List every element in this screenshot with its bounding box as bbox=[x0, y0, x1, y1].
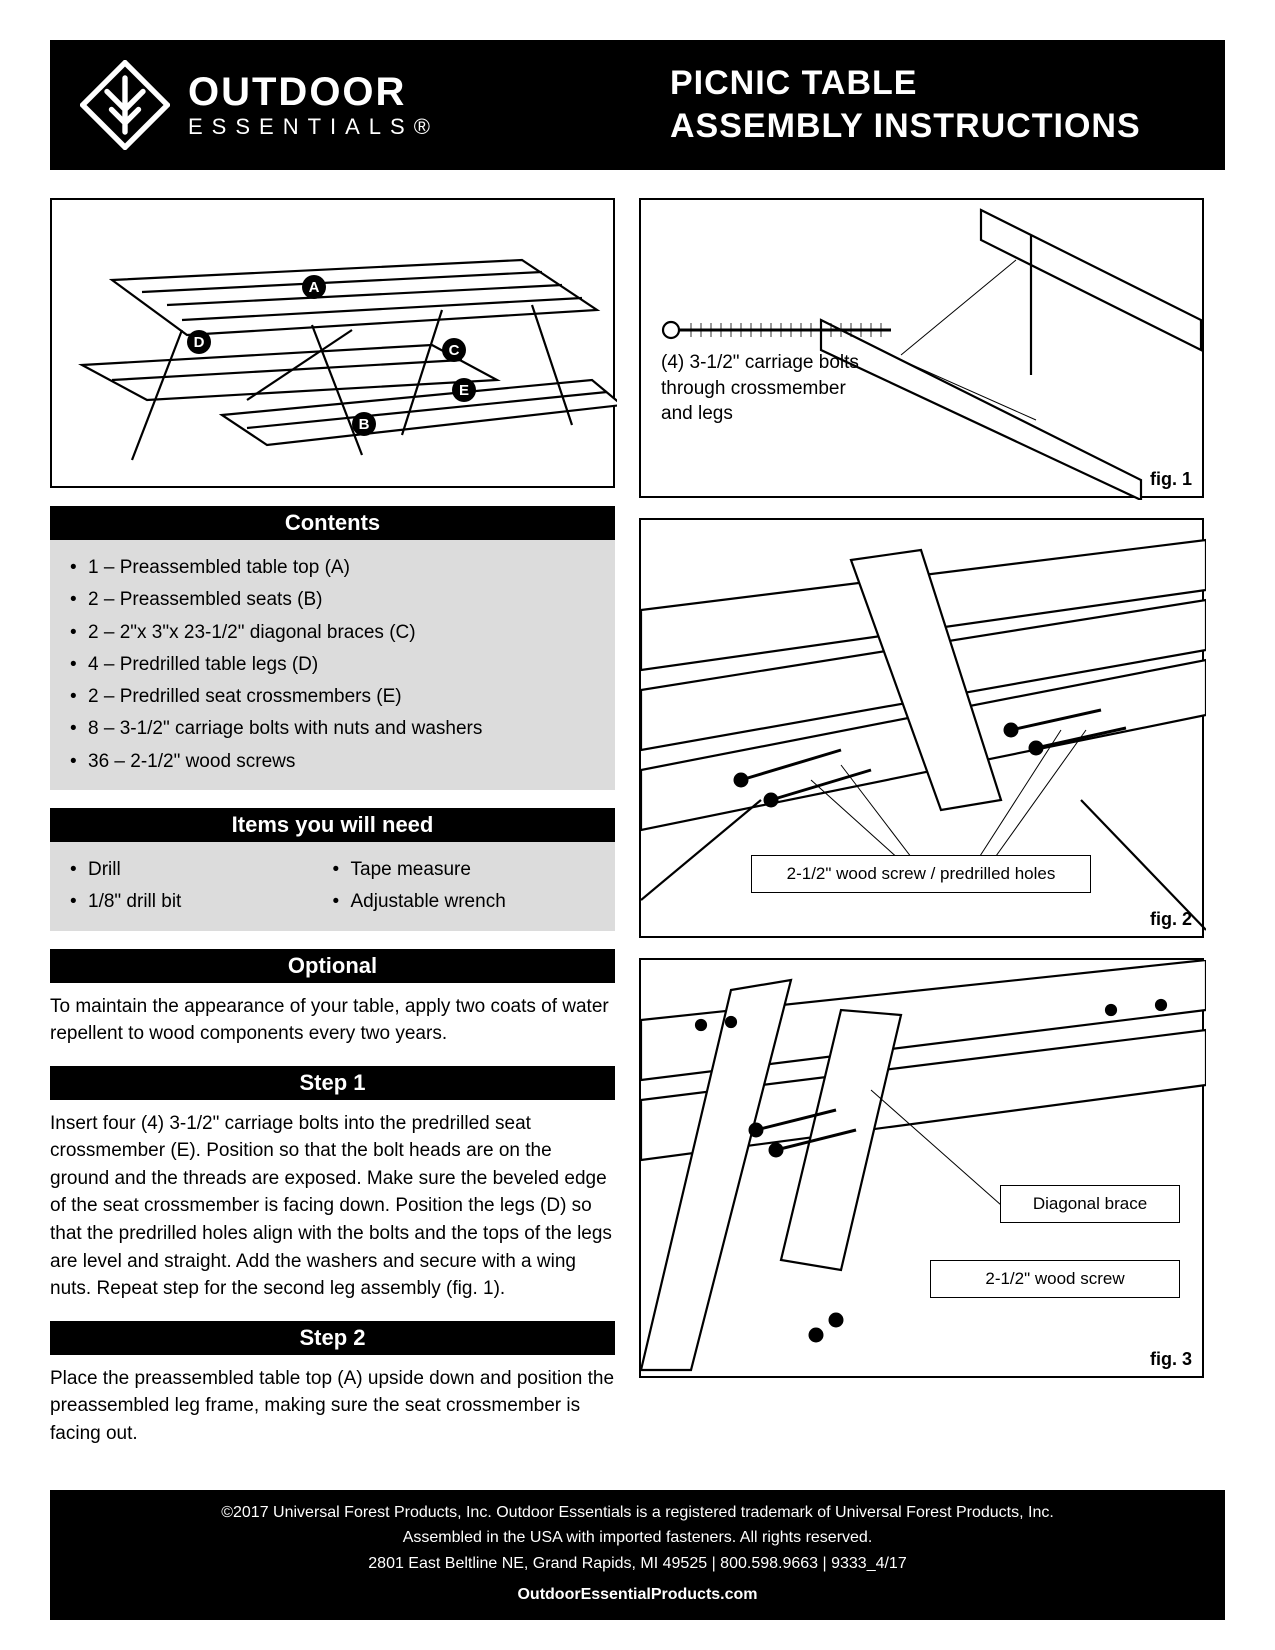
fig1-label: fig. 1 bbox=[1150, 469, 1192, 490]
content-columns: A B C D E Contents 1 – Preassembled tabl… bbox=[50, 198, 1225, 1447]
figure-2: 2-1/2" wood screw / predrilled holes fig… bbox=[639, 518, 1204, 938]
figure-1: (4) 3-1/2" carriage bolts through crossm… bbox=[639, 198, 1204, 498]
tree-logo-icon bbox=[80, 60, 170, 150]
right-column: (4) 3-1/2" carriage bolts through crossm… bbox=[639, 198, 1204, 1447]
step1-title: Step 1 bbox=[50, 1066, 615, 1100]
fig3-callout-2: 2-1/2" wood screw bbox=[930, 1260, 1180, 1298]
part-label-d: D bbox=[187, 330, 211, 354]
part-label-b: B bbox=[352, 412, 376, 436]
hero-diagram: A B C D E bbox=[50, 198, 615, 488]
footer: ©2017 Universal Forest Products, Inc. Ou… bbox=[50, 1490, 1225, 1620]
contents-item: 2 – Predrilled seat crossmembers (E) bbox=[70, 681, 595, 713]
left-column: A B C D E Contents 1 – Preassembled tabl… bbox=[50, 198, 615, 1447]
optional-text: To maintain the appearance of your table… bbox=[50, 993, 615, 1048]
brand-line2: ESSENTIALS® bbox=[188, 116, 439, 138]
figure-3: Diagonal brace 2-1/2" wood screw fig. 3 bbox=[639, 958, 1204, 1378]
logo-block: OUTDOOR ESSENTIALS® bbox=[80, 60, 600, 150]
brand-text: OUTDOOR ESSENTIALS® bbox=[188, 72, 439, 138]
fig3-callout-1: Diagonal brace bbox=[1000, 1185, 1180, 1223]
picnic-table-diagram bbox=[52, 200, 617, 490]
part-label-a: A bbox=[302, 275, 326, 299]
part-label-e: E bbox=[452, 378, 476, 402]
doc-title: PICNIC TABLE ASSEMBLY INSTRUCTIONS bbox=[670, 64, 1141, 146]
footer-web: OutdoorEssentialProducts.com bbox=[50, 1582, 1225, 1608]
footer-line3: 2801 East Beltline NE, Grand Rapids, MI … bbox=[50, 1551, 1225, 1577]
items-entry: 1/8" drill bit bbox=[70, 886, 333, 918]
contents-item: 1 – Preassembled table top (A) bbox=[70, 552, 595, 584]
contents-item: 4 – Predrilled table legs (D) bbox=[70, 649, 595, 681]
optional-title: Optional bbox=[50, 949, 615, 983]
fig1-callout: (4) 3-1/2" carriage bolts through crossm… bbox=[661, 350, 881, 427]
contents-box: 1 – Preassembled table top (A) 2 – Preas… bbox=[50, 540, 615, 790]
contents-item: 2 – Preassembled seats (B) bbox=[70, 584, 595, 616]
step1-text: Insert four (4) 3-1/2" carriage bolts in… bbox=[50, 1110, 615, 1303]
page: OUTDOOR ESSENTIALS® PICNIC TABLE ASSEMBL… bbox=[0, 0, 1275, 1650]
fig2-callout: 2-1/2" wood screw / predrilled holes bbox=[751, 855, 1091, 893]
header-bar: OUTDOOR ESSENTIALS® PICNIC TABLE ASSEMBL… bbox=[50, 40, 1225, 170]
contents-item: 8 – 3-1/2" carriage bolts with nuts and … bbox=[70, 713, 595, 745]
footer-line1: ©2017 Universal Forest Products, Inc. Ou… bbox=[50, 1500, 1225, 1526]
step2-title: Step 2 bbox=[50, 1321, 615, 1355]
footer-line2: Assembled in the USA with imported faste… bbox=[50, 1525, 1225, 1551]
contents-title: Contents bbox=[50, 506, 615, 540]
items-title: Items you will need bbox=[50, 808, 615, 842]
fig3-art bbox=[641, 960, 1206, 1380]
step2-text: Place the preassembled table top (A) ups… bbox=[50, 1365, 615, 1448]
contents-item: 2 – 2"x 3"x 23-1/2" diagonal braces (C) bbox=[70, 617, 595, 649]
contents-item: 36 – 2-1/2" wood screws bbox=[70, 746, 595, 778]
items-entry: Tape measure bbox=[333, 854, 596, 886]
items-box: Drill Tape measure 1/8" drill bit Adjust… bbox=[50, 842, 615, 931]
fig2-label: fig. 2 bbox=[1150, 909, 1192, 930]
brand-line1: OUTDOOR bbox=[188, 72, 439, 112]
items-entry: Adjustable wrench bbox=[333, 886, 596, 918]
doc-title-line2: ASSEMBLY INSTRUCTIONS bbox=[670, 107, 1141, 146]
items-entry: Drill bbox=[70, 854, 333, 886]
fig3-label: fig. 3 bbox=[1150, 1349, 1192, 1370]
part-label-c: C bbox=[442, 338, 466, 362]
doc-title-line1: PICNIC TABLE bbox=[670, 64, 1141, 103]
